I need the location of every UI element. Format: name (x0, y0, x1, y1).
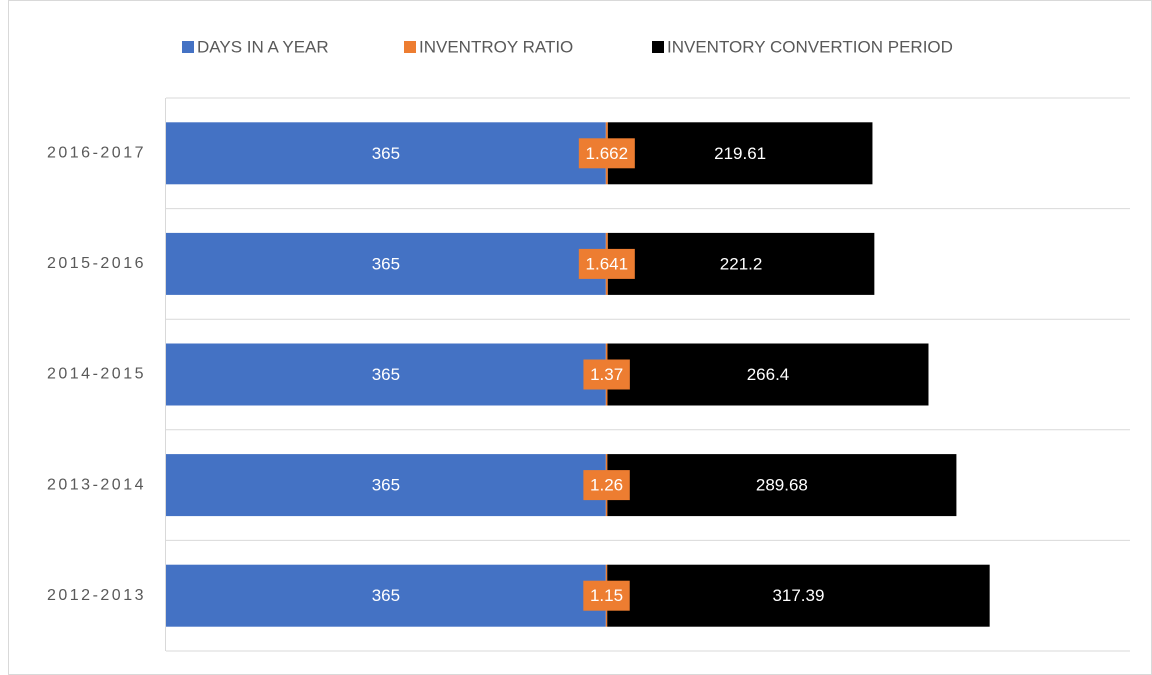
data-label: 266.4 (747, 365, 790, 384)
legend-label: INVENTORY CONVERTION PERIOD (667, 37, 953, 56)
y-tick-label: 2013-2014 (47, 476, 146, 493)
chart-border (8, 0, 1152, 675)
data-label: 1.641 (586, 254, 629, 273)
bar-segment (607, 343, 929, 406)
bar-segment (607, 564, 990, 627)
data-label: 1.662 (586, 144, 629, 163)
bar-segment (166, 564, 606, 627)
data-label: 219.61 (714, 144, 766, 163)
data-label: 1.15 (590, 586, 623, 605)
bar-segment (607, 122, 873, 185)
data-label-box (583, 470, 630, 501)
data-label: 221.2 (720, 254, 763, 273)
y-tick-label: 2016-2017 (47, 145, 146, 162)
bar-segment (607, 232, 875, 295)
y-tick-label: 2015-2016 (47, 255, 146, 272)
data-label: 365 (372, 254, 400, 273)
data-label-box (578, 138, 635, 169)
data-label: 1.26 (590, 476, 623, 495)
bar-segment (607, 454, 957, 517)
data-label: 317.39 (772, 586, 824, 605)
y-tick-label: 2014-2015 (47, 366, 146, 383)
data-label: 289.68 (756, 476, 808, 495)
data-label: 365 (372, 476, 400, 495)
data-label: 1.37 (590, 365, 623, 384)
data-label-box (583, 359, 630, 390)
data-label: 365 (372, 586, 400, 605)
legend-label: INVENTROY RATIO (419, 37, 573, 56)
legend-swatch (182, 41, 194, 53)
bar-segment (166, 454, 606, 517)
legend-label: DAYS IN A YEAR (197, 37, 329, 56)
data-label-box (583, 580, 630, 611)
bar-segment (166, 122, 606, 185)
data-label: 365 (372, 365, 400, 384)
y-tick-label: 2012-2013 (47, 587, 146, 604)
legend-swatch (652, 41, 664, 53)
data-label-box (578, 248, 635, 279)
data-label: 365 (372, 144, 400, 163)
bar-segment (166, 232, 606, 295)
bar-segment (166, 343, 606, 406)
legend-swatch (404, 41, 416, 53)
